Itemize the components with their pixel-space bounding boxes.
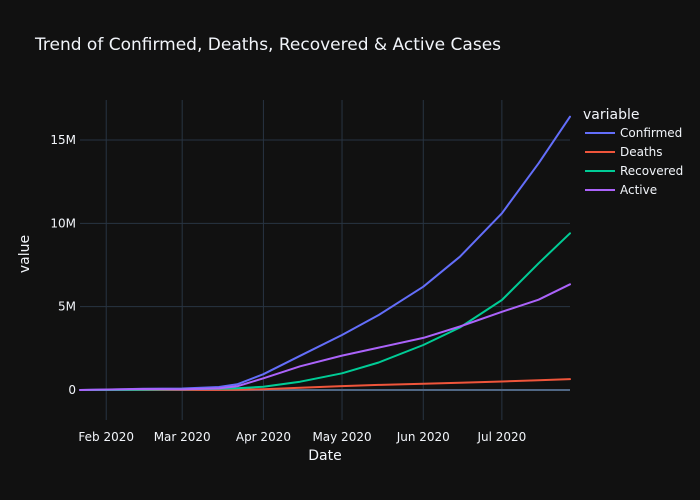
x-tick-label: May 2020	[312, 430, 371, 444]
y-axis-ticks: 0 5M 10M 15M	[50, 133, 76, 397]
legend: variable Confirmed Deaths Recovered Active	[583, 107, 683, 197]
x-tick-label: Apr 2020	[236, 430, 291, 444]
x-tick-label: Feb 2020	[78, 430, 134, 444]
series-lines	[79, 115, 571, 391]
x-axis-title: Date	[308, 448, 341, 464]
legend-label: Confirmed	[620, 126, 682, 140]
legend-title: variable	[583, 107, 639, 123]
x-tick-label: Jul 2020	[476, 430, 526, 444]
x-tick-label: Jun 2020	[396, 430, 450, 444]
legend-label: Recovered	[620, 164, 683, 178]
chart-title: Trend of Confirmed, Deaths, Recovered & …	[34, 35, 501, 55]
x-axis-ticks: Feb 2020 Mar 2020 Apr 2020 May 2020 Jun 2020…	[78, 430, 526, 444]
y-tick-label: 15M	[50, 133, 76, 147]
series-line-active	[79, 283, 571, 391]
y-tick-label: 0	[68, 383, 76, 397]
legend-label: Active	[620, 183, 657, 197]
legend-items: Confirmed Deaths Recovered Active	[585, 126, 683, 197]
legend-label: Deaths	[620, 145, 663, 159]
y-axis-title: value	[17, 235, 33, 273]
y-tick-label: 5M	[58, 300, 76, 314]
x-tick-label: Mar 2020	[154, 430, 211, 444]
y-tick-label: 10M	[50, 216, 76, 230]
